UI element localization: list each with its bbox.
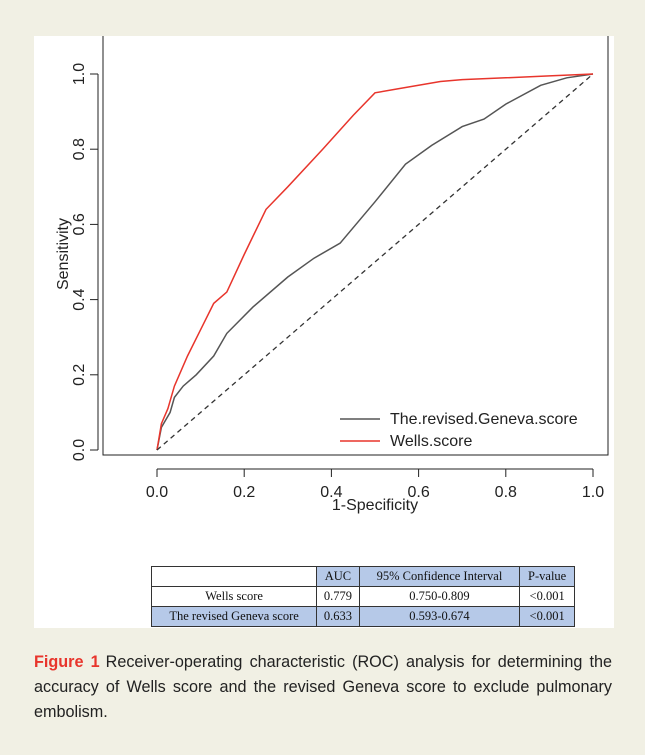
figure-label: Figure 1 [34, 653, 100, 671]
table-row: Wells score 0.779 0.750-0.809 <0.001 [150, 586, 575, 607]
reference-diagonal-line [156, 73, 594, 451]
legend-label: The.revised.Geneva.score [390, 411, 578, 428]
y-tick-label: 0.2 [71, 364, 88, 386]
table-cell: 0.593-0.674 [358, 606, 521, 627]
table-header-cell: P-value [519, 566, 575, 587]
table-cell: 0.779 [316, 586, 360, 607]
y-tick-label: 1.0 [71, 63, 88, 85]
y-axis-label: Sensitivity [55, 218, 72, 290]
roc-chart: 0.0 0.2 0.4 0.6 0.8 1.0 0.0 0.2 0.4 0.6 0.8 1.0 The.… [55, 36, 609, 514]
table-row: The revised Geneva score 0.633 0.593-0.6… [150, 606, 575, 627]
y-tick-label: 0.8 [71, 138, 88, 160]
table-cell: The revised Geneva score [150, 606, 318, 627]
table-cell: 0.633 [316, 606, 360, 627]
table-header-cell: AUC [316, 566, 360, 587]
legend-label: Wells.score [390, 433, 472, 450]
x-tick-label: 0.6 [407, 484, 429, 501]
x-tick-label: 0.2 [233, 484, 255, 501]
table-header-cell [150, 566, 318, 587]
x-tick-label: 0.4 [320, 484, 342, 501]
plot-frame: 0.0 0.2 0.4 0.6 0.8 1.0 0.0 0.2 0.4 0.6 0.8 1.0 The.… [34, 36, 614, 628]
y-tick-label: 0.4 [71, 288, 88, 310]
table-cell: 0.750-0.809 [358, 586, 521, 607]
table-header-row: AUC 95% Confidence Interval P-value [150, 566, 575, 587]
table-cell: <0.001 [519, 586, 575, 607]
geneva-roc-line [156, 73, 594, 451]
table-cell: Wells score [150, 586, 318, 607]
figure-caption: Figure 1 Receiver-operating characteristi… [34, 650, 612, 725]
y-tick-label: 0.0 [71, 439, 88, 461]
table-header-cell: 95% Confidence Interval [358, 566, 521, 587]
x-axis-label: 1-Specificity [332, 497, 418, 514]
x-tick-label: 0.8 [495, 484, 517, 501]
plot-area-border [102, 36, 609, 456]
caption-text: Receiver-operating characteristic (ROC) … [34, 653, 612, 721]
x-tick-label: 1.0 [582, 484, 604, 501]
table-cell: <0.001 [519, 606, 575, 627]
statistics-table: AUC 95% Confidence Interval P-value Well… [150, 566, 575, 627]
wells-roc-line [156, 73, 594, 451]
x-tick-label: 0.0 [146, 484, 168, 501]
y-tick-label: 0.6 [71, 213, 88, 235]
